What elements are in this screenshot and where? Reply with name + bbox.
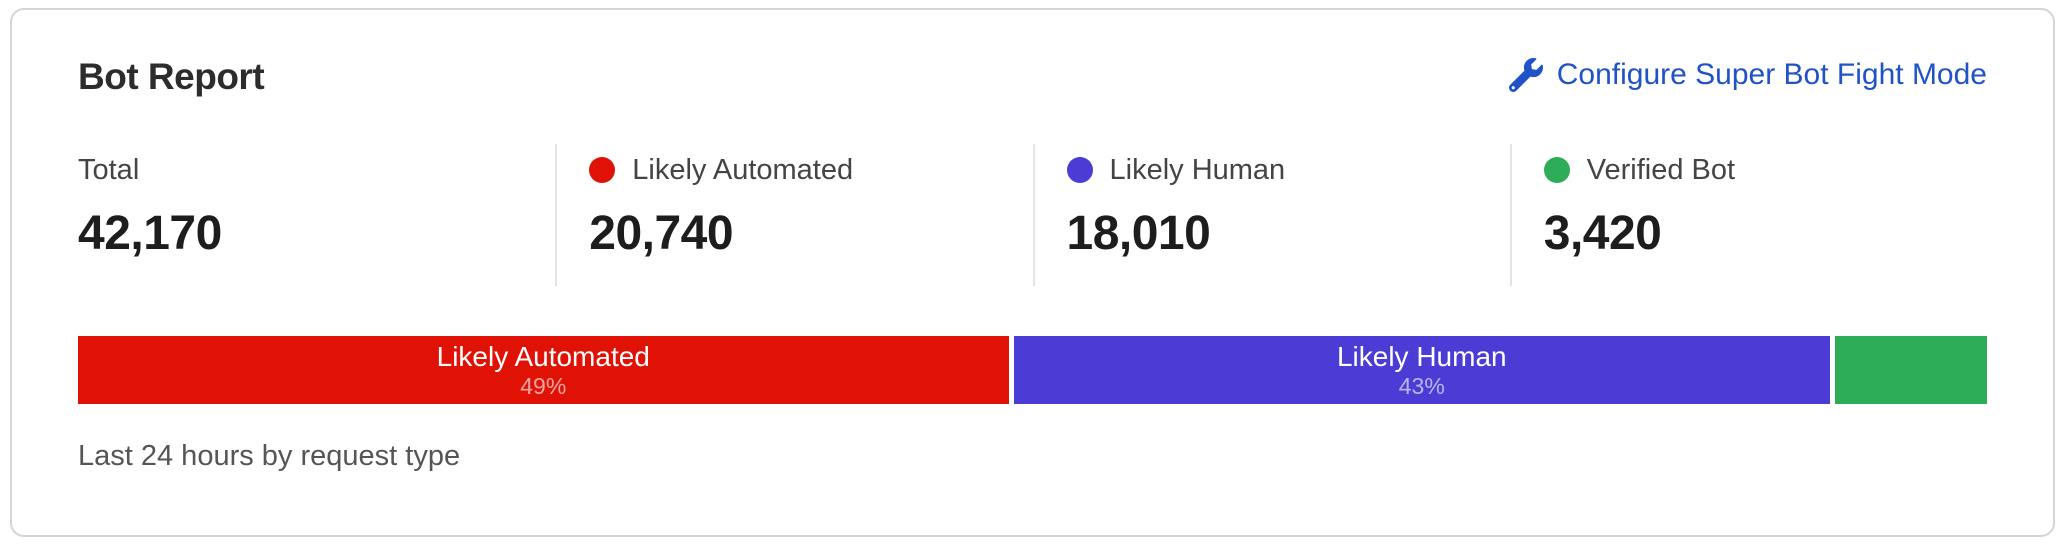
stat-likely-human: Likely Human 18,010: [1032, 144, 1510, 286]
card-header: Bot Report Configure Super Bot Fight Mod…: [78, 56, 1987, 98]
stat-likely-automated: Likely Automated 20,740: [555, 144, 1032, 286]
stat-verified-bot-label: Verified Bot: [1543, 150, 1987, 190]
page-title: Bot Report: [78, 56, 265, 97]
likely-automated-dot-icon: [589, 157, 616, 183]
bar-segment-label: Likely Human: [1336, 340, 1507, 372]
stat-total: Total 42,170: [78, 144, 555, 286]
stat-verified-bot-value: 3,420: [1543, 207, 1662, 260]
bar-segment-label: Likely Automated: [436, 340, 650, 372]
request-type-stacked-bar: Likely Automated 49% Likely Human 43%: [78, 336, 1987, 404]
bar-segment-verified-bot: [1835, 336, 1987, 404]
bot-report-card: Bot Report Configure Super Bot Fight Mod…: [10, 8, 2055, 537]
stat-likely-human-value: 18,010: [1066, 207, 1211, 260]
stat-likely-automated-value: 20,740: [589, 207, 734, 260]
stat-likely-human-label: Likely Human: [1066, 150, 1510, 190]
stats-row: Total 42,170 Likely Automated 20,740 Lik…: [78, 144, 1987, 286]
stat-verified-bot: Verified Bot 3,420: [1509, 144, 1987, 286]
configure-super-bot-fight-mode-link[interactable]: Configure Super Bot Fight Mode: [1508, 58, 1987, 92]
wrench-icon: [1508, 58, 1543, 92]
stat-likely-automated-label: Likely Automated: [589, 150, 1032, 190]
likely-human-dot-icon: [1066, 157, 1093, 183]
stat-total-label: Total: [78, 154, 140, 186]
bar-segment-percent: 49%: [520, 372, 567, 399]
bar-segment-likely-human: Likely Human 43%: [1013, 336, 1831, 404]
bar-segment-percent: 43%: [1398, 372, 1445, 399]
stat-total-value: 42,170: [78, 207, 222, 260]
verified-bot-dot-icon: [1543, 157, 1570, 183]
bar-segment-likely-automated: Likely Automated 49%: [78, 336, 1009, 404]
configure-link-label: Configure Super Bot Fight Mode: [1556, 58, 1987, 91]
time-range-caption: Last 24 hours by request type: [78, 440, 461, 472]
